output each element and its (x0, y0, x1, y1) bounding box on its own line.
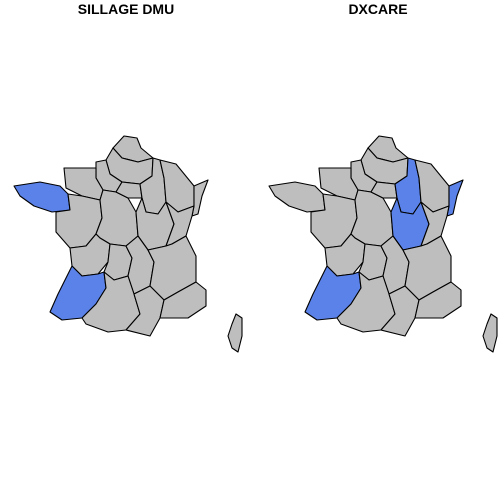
region-provence-alpes-cote-dazur (159, 281, 207, 319)
map-title: SILLAGE DMU (77, 1, 175, 17)
region-alsace (446, 179, 464, 217)
region-corse (482, 313, 498, 353)
france-region-map (13, 135, 243, 353)
france-region-map (268, 135, 498, 353)
map-panel-sillage-dmu: SILLAGE DMU (13, 1, 243, 353)
region-provence-alpes-cote-dazur (414, 281, 462, 319)
region-alsace (191, 179, 209, 217)
map-title: DXCARE (348, 1, 408, 17)
map-panel-dxcare: DXCARE (252, 0, 504, 504)
region-bretagne (13, 181, 71, 213)
region-corse (227, 313, 243, 353)
region-bretagne (268, 181, 326, 213)
